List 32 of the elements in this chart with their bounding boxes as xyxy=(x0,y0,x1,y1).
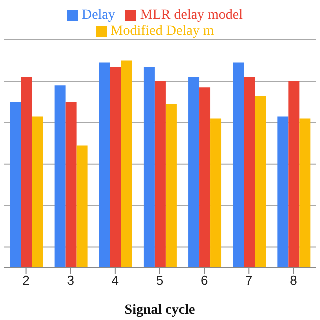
bar xyxy=(21,77,32,268)
bar xyxy=(99,62,110,268)
bar xyxy=(66,102,77,268)
bar xyxy=(255,96,266,268)
x-tick-label: 2 xyxy=(22,273,30,288)
bar xyxy=(300,118,311,268)
x-tick-label: 6 xyxy=(200,273,208,288)
x-tick-label: 4 xyxy=(112,273,120,288)
x-tick-label: 8 xyxy=(290,273,298,288)
bar xyxy=(244,77,256,268)
bar xyxy=(278,116,289,268)
x-axis-title: Signal cycle xyxy=(124,303,196,318)
bar xyxy=(210,118,222,268)
bar xyxy=(121,60,132,268)
bar xyxy=(144,66,155,268)
bar xyxy=(288,81,300,268)
bar xyxy=(76,146,88,268)
bar xyxy=(166,104,177,268)
legend-label: MLR delay model xyxy=(140,8,244,23)
x-tick-label: 5 xyxy=(156,273,164,288)
legend-label: Delay xyxy=(82,8,116,23)
bar xyxy=(233,62,244,268)
bar xyxy=(10,102,22,268)
x-tick-label: 3 xyxy=(67,273,74,288)
legend-label: Modified Delay m xyxy=(110,24,214,39)
bar xyxy=(154,81,166,268)
bar xyxy=(188,77,200,268)
bar xyxy=(200,88,211,268)
bar xyxy=(32,116,44,268)
bar xyxy=(110,66,122,268)
x-tick-label: 7 xyxy=(246,273,253,288)
bar xyxy=(54,86,66,268)
